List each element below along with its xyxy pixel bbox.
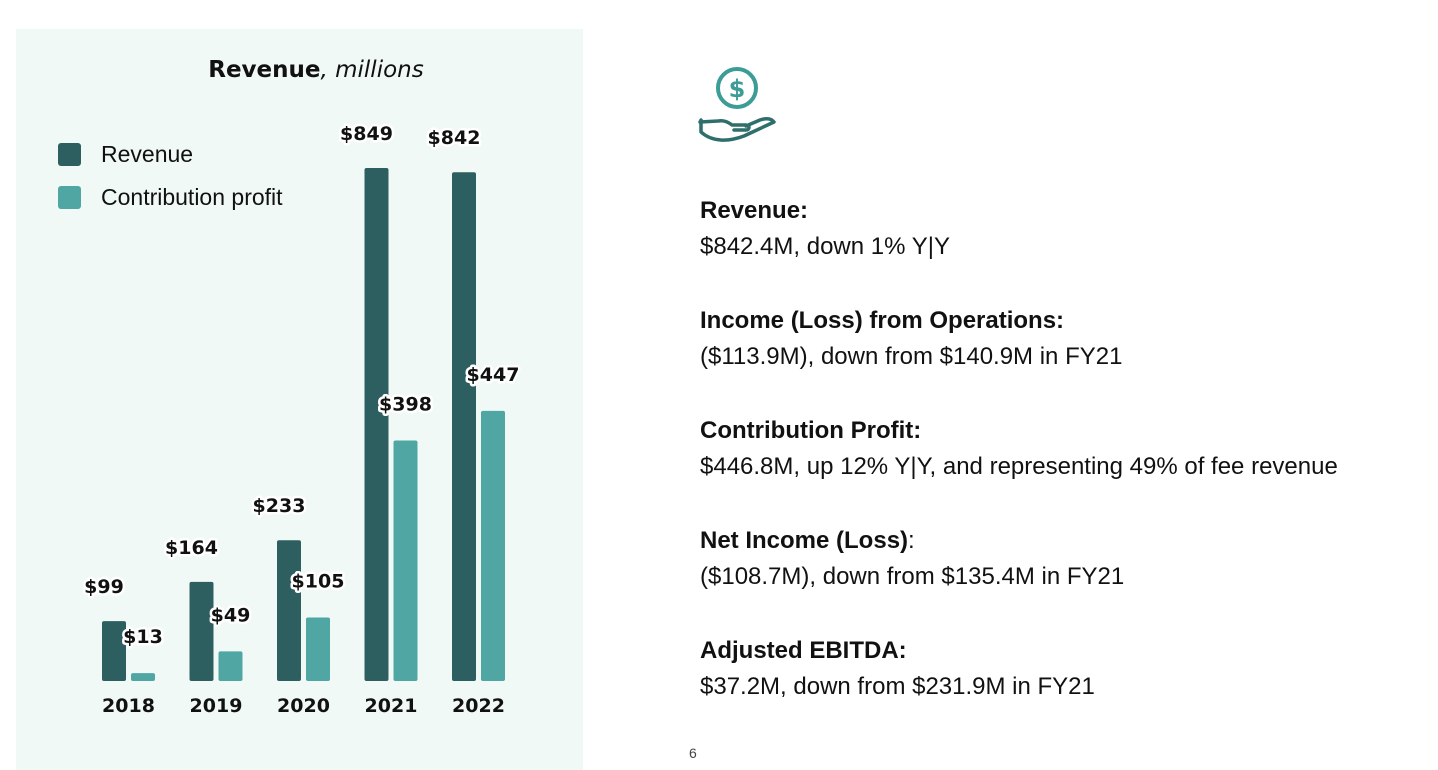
legend-item-contribution-profit: Contribution profit xyxy=(58,176,283,219)
bar-chart: $99 $13 2018 $164 $49 2019 $233 $105 2020 $849 $39… xyxy=(82,121,522,718)
x-tick-label-2019: 2019 xyxy=(190,695,243,717)
kpi-value: $446.8M, up 12% Y|Y, and representing 49… xyxy=(700,453,1338,480)
kpi-adjusted-ebitda: Adjusted EBITDA: $37.2M, down from $231.… xyxy=(700,633,1430,743)
data-label-revenue-2021: $849 xyxy=(340,123,393,145)
data-label-contribution-profit-2019: $49 xyxy=(211,604,251,626)
chart-panel: Revenue, millions Revenue Contribution p… xyxy=(16,29,583,770)
data-label-revenue-2020: $233 xyxy=(253,495,306,517)
kpi-title-suffix: : xyxy=(908,527,915,554)
chart-title: Revenue, millions xyxy=(16,57,616,83)
x-tick-label-2020: 2020 xyxy=(277,695,330,717)
hand-dollar-icon: $ xyxy=(698,67,776,142)
legend-swatch-revenue xyxy=(58,143,81,166)
kpi-title-text: Net Income (Loss) xyxy=(700,527,909,554)
bar-contribution-profit-2019 xyxy=(218,651,243,681)
kpi-title: Revenue: xyxy=(700,197,809,224)
kpi-contribution-profit: Contribution Profit: $446.8M, up 12% Y|Y… xyxy=(700,413,1430,523)
svg-text:$: $ xyxy=(729,75,746,103)
data-label-contribution-profit-2022: $447 xyxy=(467,364,520,386)
kpi-list: Revenue: $842.4M, down 1% Y|Y Income (Lo… xyxy=(700,193,1430,743)
x-tick-label-2022: 2022 xyxy=(452,695,505,717)
legend-label-contribution-profit: Contribution profit xyxy=(101,184,283,210)
kpi-revenue: Revenue: $842.4M, down 1% Y|Y xyxy=(700,193,1430,303)
bar-contribution-profit-2020 xyxy=(306,617,330,681)
bar-contribution-profit-2021 xyxy=(393,440,418,681)
kpi-net-income: Net Income (Loss): ($108.7M), down from … xyxy=(700,523,1430,633)
x-tick-label-2018: 2018 xyxy=(102,695,155,717)
legend-item-revenue: Revenue xyxy=(58,133,283,176)
data-label-contribution-profit-2021: $398 xyxy=(379,394,432,416)
data-label-contribution-profit-2020: $105 xyxy=(292,571,345,593)
data-label-revenue-2022: $842 xyxy=(428,127,481,149)
data-label-revenue-2018: $99 xyxy=(84,576,124,598)
bar-contribution-profit-2018 xyxy=(131,673,155,681)
kpi-title: Contribution Profit: xyxy=(700,417,922,444)
legend-label-revenue: Revenue xyxy=(101,141,194,167)
kpi-title: Adjusted EBITDA: xyxy=(700,637,907,664)
chart-title-italic: , millions xyxy=(320,57,424,83)
bar-contribution-profit-2022 xyxy=(481,410,505,681)
chart-title-bold: Revenue xyxy=(208,57,321,83)
kpi-title: Income (Loss) from Operations: xyxy=(700,307,1065,334)
data-label-contribution-profit-2018: $13 xyxy=(123,626,163,648)
kpi-value: ($108.7M), down from $135.4M in FY21 xyxy=(700,563,1125,590)
x-tick-label-2021: 2021 xyxy=(365,695,418,717)
bar-revenue-2018 xyxy=(102,621,126,681)
bar-revenue-2019 xyxy=(189,581,214,681)
bar-revenue-2021 xyxy=(364,168,389,681)
page-number: 6 xyxy=(689,745,697,761)
kpi-value: $37.2M, down from $231.9M in FY21 xyxy=(700,673,1095,700)
bar-revenue-2020 xyxy=(277,540,301,681)
legend-swatch-contribution-profit xyxy=(58,186,81,209)
kpi-income-from-operations: Income (Loss) from Operations: ($113.9M)… xyxy=(700,303,1430,413)
kpi-value: ($113.9M), down from $140.9M in FY21 xyxy=(700,343,1123,370)
bar-revenue-2022 xyxy=(452,172,476,681)
chart-legend: Revenue Contribution profit xyxy=(58,133,283,219)
data-label-revenue-2019: $164 xyxy=(165,537,218,559)
kpi-value: $842.4M, down 1% Y|Y xyxy=(700,233,950,260)
kpi-title: Net Income (Loss): xyxy=(700,523,1430,559)
